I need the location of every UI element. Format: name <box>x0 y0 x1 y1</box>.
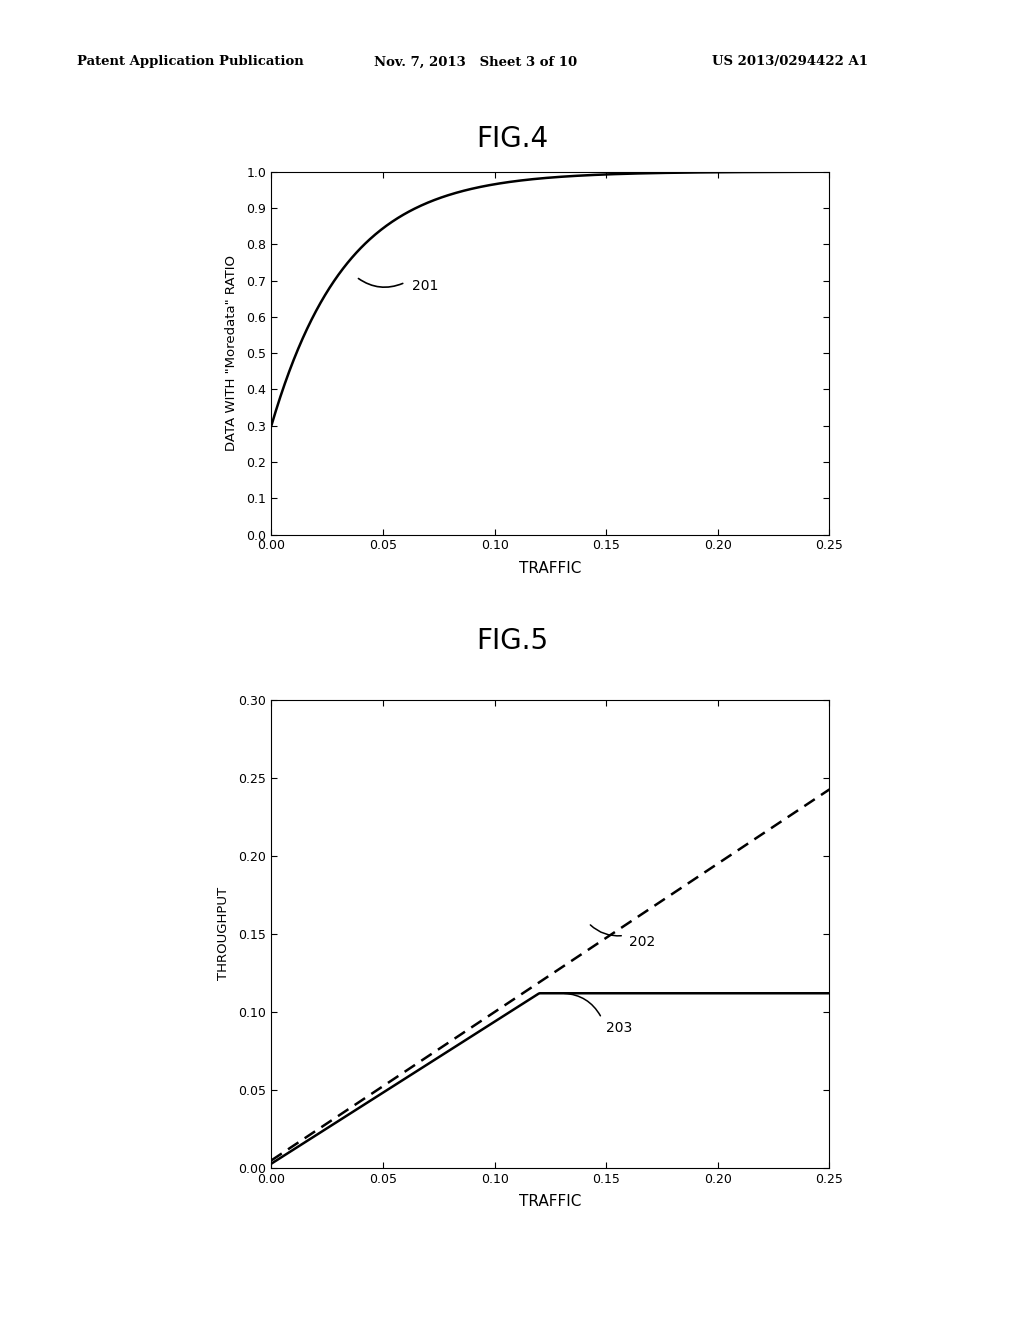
Text: Nov. 7, 2013   Sheet 3 of 10: Nov. 7, 2013 Sheet 3 of 10 <box>374 55 577 69</box>
Text: Patent Application Publication: Patent Application Publication <box>77 55 303 69</box>
Text: 202: 202 <box>629 935 654 949</box>
X-axis label: TRAFFIC: TRAFFIC <box>519 1195 582 1209</box>
Text: 201: 201 <box>412 279 438 293</box>
Text: FIG.4: FIG.4 <box>476 125 548 153</box>
Text: US 2013/0294422 A1: US 2013/0294422 A1 <box>712 55 867 69</box>
Y-axis label: THROUGHPUT: THROUGHPUT <box>217 887 230 981</box>
X-axis label: TRAFFIC: TRAFFIC <box>519 561 582 576</box>
Y-axis label: DATA WITH "Moredata" RATIO: DATA WITH "Moredata" RATIO <box>225 255 239 451</box>
Text: 203: 203 <box>606 1020 633 1035</box>
Text: FIG.5: FIG.5 <box>476 627 548 655</box>
